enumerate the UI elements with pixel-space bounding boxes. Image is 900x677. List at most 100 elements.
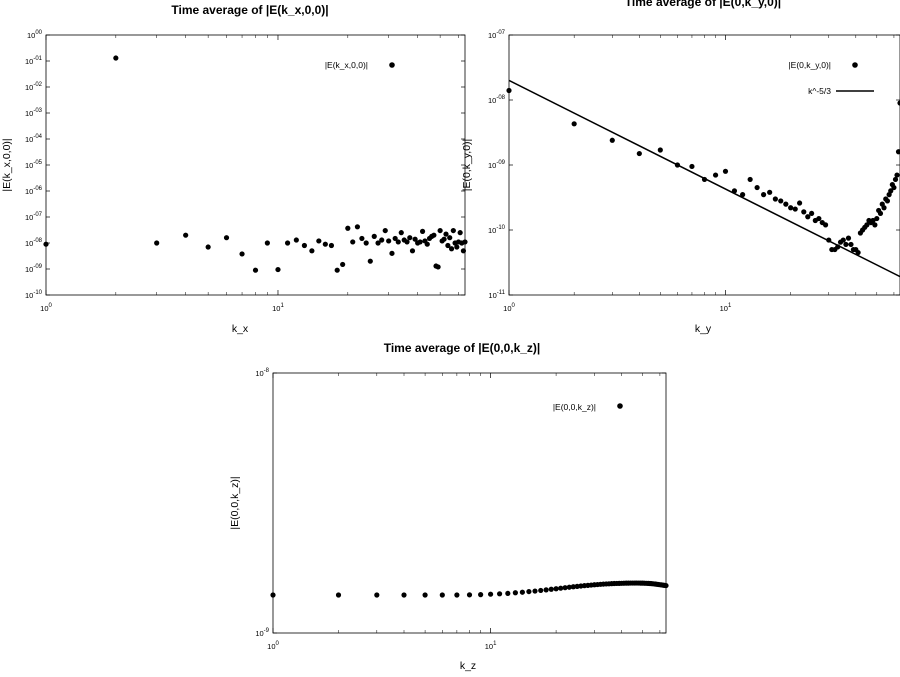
chart-kx-ytick-label: 10-10	[25, 290, 43, 300]
chart-ky-legend-marker	[852, 62, 858, 68]
chart-ky-point	[657, 147, 663, 153]
chart-kx-point	[395, 239, 401, 245]
chart-kz: Time average of |E(0,0,k_z)| 10-9 10-8 100…	[229, 341, 669, 672]
chart-kz-point	[422, 592, 428, 598]
chart-ky-title: Time average of |E(0,k_y,0)|	[625, 0, 781, 9]
chart-ky-xtick-label: 101	[720, 303, 732, 313]
chart-ky-point	[722, 168, 729, 174]
chart-ky-point	[609, 137, 615, 143]
chart-ky-point	[767, 189, 773, 195]
chart-ky-point	[801, 209, 807, 215]
chart-kx-point	[239, 251, 245, 257]
chart-kz-point	[496, 591, 503, 597]
chart-ky-xlabel: k_y	[695, 323, 712, 335]
chart-ky-ytick-label: 10-07	[488, 30, 506, 40]
chart-kx-point	[334, 267, 340, 273]
chart-kz-point	[558, 585, 564, 591]
chart-ky-point	[797, 200, 803, 206]
chart-kx-point	[293, 237, 299, 243]
chart-kz-ylabel: |E(0,0,k_z)|	[229, 476, 241, 529]
chart-kx-point	[412, 236, 418, 242]
chart-kx-ytick-label: 10-03	[25, 108, 43, 118]
chart-ky-point	[840, 237, 846, 243]
chart-ky-fit-line	[509, 79, 900, 278]
chart-ky-point	[805, 214, 811, 220]
chart-kz-point	[466, 592, 473, 598]
chart-ky-point	[760, 192, 767, 198]
chart-kx-point	[379, 237, 385, 243]
chart-kx-point	[447, 235, 453, 241]
chart-kx-ytick-label: 1000	[27, 30, 43, 40]
chart-kx-point	[454, 244, 460, 250]
chart-kx-ytick-label: 10-01	[25, 56, 43, 66]
chart-kx-point	[404, 239, 410, 245]
chart-kz-ytick-label: 10-9	[255, 628, 269, 638]
chart-ky-ytick-label: 10-08	[488, 95, 506, 105]
chart-kz-point	[562, 585, 568, 591]
chart-kx-xlabel: k_x	[232, 323, 249, 335]
chart-kz-point	[454, 592, 460, 598]
chart-kx-point	[301, 242, 308, 249]
chart-ky-point	[864, 222, 870, 228]
chart-ky-point	[870, 217, 876, 224]
chart-kx-xtick-label: 101	[272, 303, 284, 313]
chart-kx-point	[275, 266, 281, 273]
chart-kz-point	[335, 592, 342, 598]
chart-kx-point	[462, 239, 468, 245]
chart-ky-point	[897, 100, 900, 106]
chart-ky-point	[689, 163, 695, 170]
chart-kx-point	[398, 230, 404, 236]
chart-ky-point	[855, 249, 861, 256]
chart-ky-point	[845, 235, 852, 241]
chart-kx-point	[431, 232, 437, 238]
chart-kx-point	[457, 230, 463, 236]
chart-kx-point	[309, 248, 315, 254]
chart-kz-ticks: 10-9 10-8 100 101	[255, 368, 666, 651]
chart-kx-point	[322, 241, 328, 247]
chart-ky-point	[747, 176, 753, 183]
chart-kx-point	[409, 248, 416, 254]
chart-kx-point	[345, 225, 351, 231]
chart-ky: Time average of |E(0,k_y,0)| 10-1110-101…	[461, 0, 900, 335]
chart-kx-point	[264, 240, 270, 246]
chart-kz-point	[566, 584, 572, 590]
chart-kz-point	[374, 592, 380, 598]
chart-ky-plot-frame	[508, 34, 900, 296]
chart-kz-point	[270, 592, 276, 598]
chart-kx-point	[460, 248, 467, 254]
chart-kz-point	[519, 589, 525, 595]
chart-ky-point	[809, 210, 815, 217]
chart-kx-point	[382, 227, 388, 234]
chart-kx-point	[424, 241, 430, 247]
chart-ky-ytick-label: 10-09	[488, 160, 506, 170]
chart-ky-point	[816, 215, 822, 222]
chart-kx-point	[223, 235, 230, 241]
chart-kx-point	[350, 239, 356, 245]
chart-kx-ytick-label: 10-07	[25, 212, 43, 222]
chart-kx-point	[441, 236, 447, 242]
chart-kz-xlabel: k_z	[460, 660, 476, 672]
chart-kx-legend-label: |E(k_x,0,0)|	[325, 60, 368, 70]
chart-kx-title: Time average of |E(k_x,0,0)|	[171, 3, 328, 17]
chart-ky-point	[894, 172, 900, 178]
chart-kx-point	[363, 240, 369, 246]
chart-ky-point	[783, 201, 789, 207]
chart-kz-marks	[270, 580, 669, 598]
chart-kx-legend: |E(k_x,0,0)|	[325, 60, 395, 70]
chart-kz-legend-marker	[617, 403, 623, 409]
chart-kz-ytick-label: 10-8	[255, 368, 269, 378]
chart-ky-legend-label-1: |E(0,k_y,0)|	[788, 60, 831, 70]
chart-ky-point	[792, 206, 798, 212]
chart-ky-point	[772, 196, 778, 202]
chart-ky-xtick-label: 100	[503, 303, 515, 313]
chart-kz-legend-label: |E(0,0,k_z)|	[553, 402, 596, 412]
chart-kx-point	[113, 55, 119, 61]
chart-ky-ticks: 10-11 10-10 10-09 10-08 10-07 100 101	[488, 30, 900, 313]
chart-kx: Time average of |E(k_x,0,0)| 10-1010-091…	[1, 3, 468, 335]
chart-kx-point	[445, 242, 451, 249]
chart-kx-plot-frame	[45, 34, 466, 296]
chart-kx-point	[392, 235, 398, 242]
chart-kz-point	[439, 592, 445, 598]
chart-ky-point	[778, 198, 784, 204]
